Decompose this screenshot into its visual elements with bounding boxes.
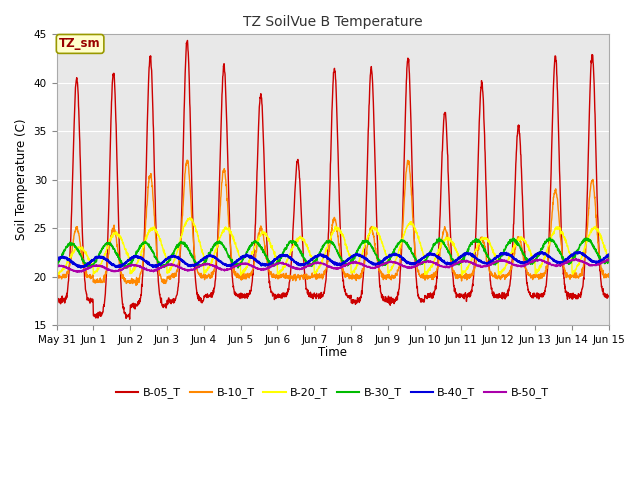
- Legend: B-05_T, B-10_T, B-20_T, B-30_T, B-40_T, B-50_T: B-05_T, B-10_T, B-20_T, B-30_T, B-40_T, …: [112, 383, 554, 403]
- Text: TZ_sm: TZ_sm: [60, 37, 101, 50]
- Title: TZ SoilVue B Temperature: TZ SoilVue B Temperature: [243, 15, 422, 29]
- Y-axis label: Soil Temperature (C): Soil Temperature (C): [15, 119, 28, 240]
- X-axis label: Time: Time: [318, 346, 347, 359]
